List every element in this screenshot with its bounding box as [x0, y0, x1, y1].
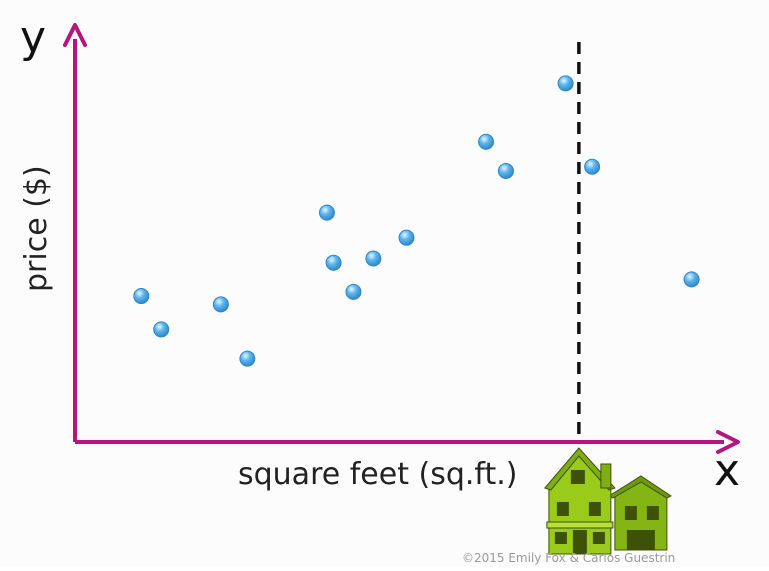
data-point: [497, 162, 514, 179]
house-garage: [626, 530, 655, 550]
data-point: [584, 158, 601, 175]
house-door: [572, 530, 587, 554]
house-porch-roof: [546, 521, 614, 529]
data-point: [318, 204, 335, 221]
x-axis-letter: x: [714, 445, 740, 496]
x-axis-label: square feet (sq.ft.): [238, 457, 517, 492]
house-chimney: [600, 463, 612, 489]
data-point: [557, 75, 574, 92]
data-point: [478, 133, 495, 150]
house-window: [554, 532, 567, 544]
house-window: [592, 532, 605, 544]
data-point: [133, 288, 150, 305]
house-wing-roof: [607, 475, 672, 499]
copyright-text: ©2015 Emily Fox & Carlos Guestrin: [462, 551, 675, 565]
axes: [63, 23, 740, 454]
house-window: [646, 506, 659, 520]
house-icon: [544, 447, 672, 555]
house-window: [624, 506, 637, 520]
house-window: [556, 502, 569, 516]
x-axis-arrow: [716, 430, 740, 454]
data-points: [133, 75, 700, 367]
data-point: [683, 271, 700, 288]
data-point: [398, 229, 415, 246]
data-point: [153, 321, 170, 338]
data-point: [239, 350, 256, 367]
data-point: [212, 296, 229, 313]
y-axis-letter: y: [20, 12, 46, 63]
data-point: [345, 283, 362, 300]
y-axis-arrow: [63, 23, 87, 47]
y-axis-label: price ($): [19, 165, 54, 292]
data-point: [325, 254, 342, 271]
house-window: [588, 502, 601, 516]
data-point: [365, 250, 382, 267]
house-window: [570, 470, 585, 484]
